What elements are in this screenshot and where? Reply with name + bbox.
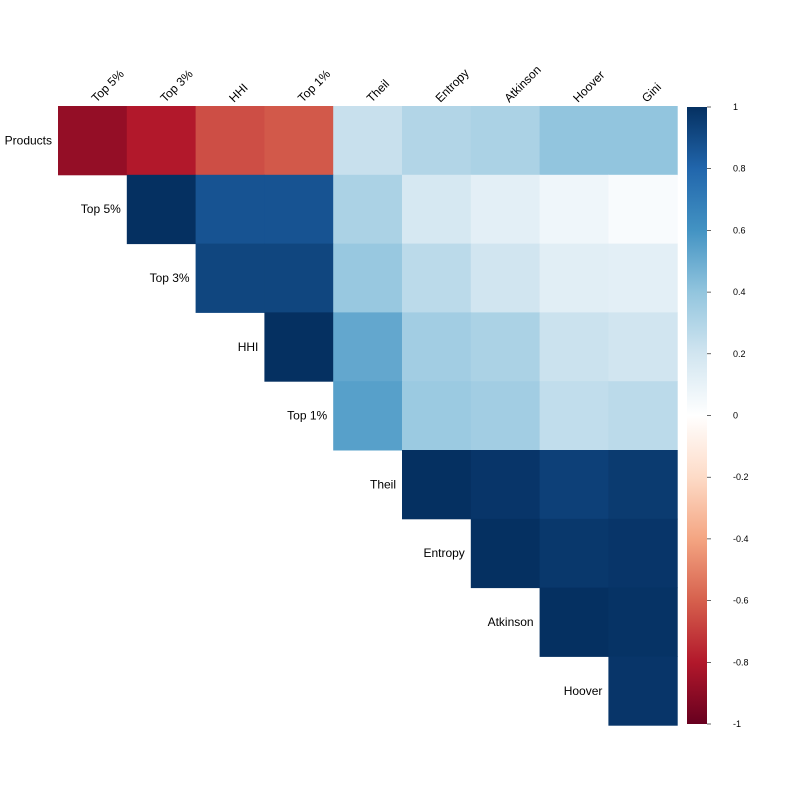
heatmap-cell [126, 106, 197, 176]
column-label: Hoover [570, 68, 607, 105]
colorbar-tick-label: 1 [733, 102, 738, 112]
row-label: Entropy [423, 546, 464, 560]
row-label: Atkinson [488, 615, 534, 629]
heatmap-cell [264, 243, 334, 313]
heatmap-cells [58, 106, 678, 726]
heatmap-cell [608, 450, 678, 520]
heatmap-cell [608, 174, 678, 245]
heatmap-cell [539, 106, 609, 176]
column-label: Top 3% [157, 67, 195, 105]
heatmap-cell [402, 381, 472, 451]
colorbar-gradient [687, 107, 707, 724]
heatmap-cell [470, 106, 541, 176]
heatmap-cell [402, 312, 472, 382]
column-label: Atkinson [501, 63, 543, 105]
column-label: Theil [364, 77, 392, 105]
colorbar-tick-label: 0.2 [733, 349, 746, 359]
row-label: HHI [238, 340, 259, 354]
heatmap-cell [539, 587, 609, 657]
row-label: Top 3% [150, 271, 190, 285]
heatmap-cell [470, 450, 541, 520]
column-label: Top 5% [89, 67, 127, 105]
heatmap-cell [608, 312, 678, 382]
heatmap-cell [402, 243, 472, 313]
column-label: HHI [226, 81, 251, 106]
heatmap-cell [608, 243, 678, 313]
heatmap-cell [470, 174, 541, 245]
heatmap-cell [126, 174, 197, 245]
colorbar-tick-label: 0.4 [733, 287, 746, 297]
heatmap-cell [470, 312, 541, 382]
heatmap-cell [333, 243, 403, 313]
row-label: Hoover [564, 684, 603, 698]
row-labels: Products Top 5% Top 3% HHI Top 1% Theil Entrop… [5, 133, 603, 697]
heatmap-cell [333, 106, 403, 176]
heatmap-cell [608, 656, 678, 726]
heatmap-cell [402, 174, 472, 245]
colorbar-tick-label: -0.6 [733, 596, 749, 606]
heatmap-cell [402, 450, 472, 520]
heatmap-cell [539, 381, 609, 451]
heatmap-cell [539, 312, 609, 382]
heatmap-cell [608, 518, 678, 589]
column-label: Gini [639, 80, 664, 105]
heatmap-cell [470, 518, 541, 589]
heatmap-cell [333, 381, 403, 451]
heatmap-cell [264, 174, 334, 245]
heatmap-cell [470, 243, 541, 313]
column-label: Entropy [433, 66, 472, 105]
column-labels: Top 5% Top 3% HHI Top 1% Theil Entropy Atkinso… [89, 63, 664, 105]
column-label: Top 1% [295, 67, 333, 105]
heatmap-cell [539, 174, 609, 245]
heatmap-cell [470, 381, 541, 451]
row-label: Products [5, 133, 52, 147]
heatmap-cell [608, 381, 678, 451]
heatmap-cell [402, 106, 472, 176]
colorbar-tick-label: -1 [733, 719, 741, 729]
heatmap-cell [58, 106, 128, 176]
colorbar-tick-label: -0.2 [733, 472, 749, 482]
heatmap-cell [195, 174, 265, 245]
heatmap-cell [608, 106, 678, 176]
heatmap-cell [608, 587, 678, 657]
heatmap-cell [264, 106, 334, 176]
colorbar-tick-label: -0.8 [733, 657, 749, 667]
heatmap-cell [195, 243, 265, 313]
heatmap-cell [264, 312, 334, 382]
row-label: Theil [370, 477, 396, 491]
colorbar-tick-label: 0.6 [733, 225, 746, 235]
colorbar-tick-label: -0.4 [733, 534, 749, 544]
row-label: Top 1% [287, 409, 327, 423]
heatmap-cell [539, 518, 609, 589]
colorbar-tick-label: 0 [733, 411, 738, 421]
colorbar: 1 0.8 0.6 0.4 0.2 0 -0.2 -0.4 -0.6 -0.8 -1 [687, 102, 749, 729]
heatmap-cell [333, 174, 403, 245]
row-label: Top 5% [81, 202, 121, 216]
heatmap-cell [539, 450, 609, 520]
heatmap-cell [333, 312, 403, 382]
colorbar-tick-label: 0.8 [733, 164, 746, 174]
heatmap-cell [195, 106, 265, 176]
heatmap-cell [539, 243, 609, 313]
